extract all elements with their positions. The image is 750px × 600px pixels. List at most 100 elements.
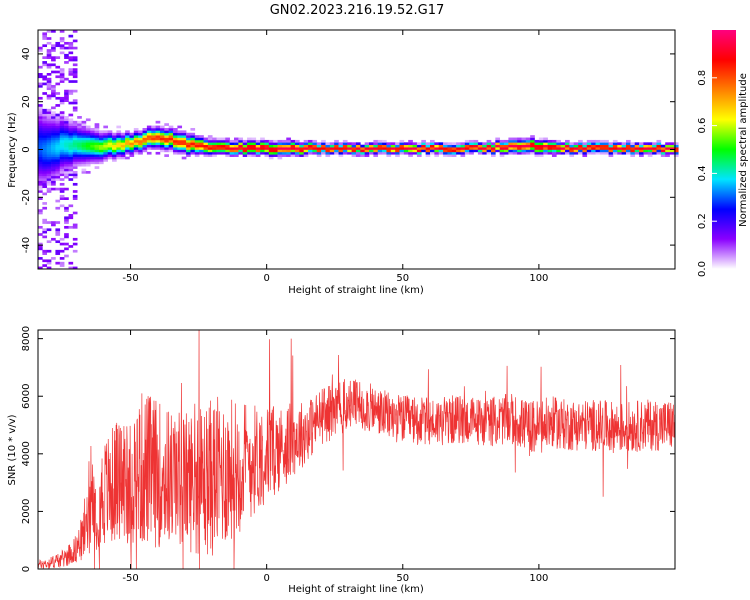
spectrogram-cell bbox=[125, 135, 130, 138]
spectrogram-cell bbox=[430, 139, 435, 143]
spectrogram-cell bbox=[382, 149, 387, 153]
spectrogram-cell bbox=[260, 149, 265, 153]
spectrogram-cell bbox=[260, 137, 265, 141]
spectrogram-cell bbox=[652, 144, 657, 148]
spectrogram-cell bbox=[534, 144, 540, 148]
spectrogram-cell bbox=[212, 147, 217, 150]
spectrogram-cell bbox=[68, 171, 74, 174]
spectrogram-cell bbox=[38, 178, 43, 181]
spectrogram-cell bbox=[42, 82, 48, 86]
spectrogram-cell bbox=[669, 147, 675, 150]
spectrogram-cell bbox=[55, 123, 61, 126]
spectrogram-cell bbox=[159, 142, 165, 146]
spectrogram-cell bbox=[229, 147, 235, 150]
spectrogram-cell bbox=[42, 127, 48, 131]
spectrogram-cell bbox=[129, 139, 135, 143]
spectrogram-cell bbox=[168, 125, 174, 129]
spectrogram-cell bbox=[173, 142, 178, 146]
spectrogram-cell bbox=[72, 56, 78, 59]
spectrogram-cell bbox=[94, 142, 100, 146]
x-tick-label: 50 bbox=[396, 273, 409, 284]
spectrogram-cell bbox=[38, 149, 43, 153]
spectrogram-cell bbox=[55, 144, 61, 148]
spectrogram-cell bbox=[55, 44, 61, 48]
spectrogram-cell bbox=[120, 135, 126, 138]
spectrogram-cell bbox=[547, 151, 553, 155]
spectrogram-cell bbox=[94, 130, 100, 134]
spectrogram-cell bbox=[260, 142, 265, 146]
spectrogram-cell bbox=[90, 149, 95, 153]
spectrogram-cell bbox=[125, 151, 130, 155]
spectrogram-cell bbox=[46, 73, 52, 76]
spectrogram-cell bbox=[203, 139, 209, 143]
spectrogram-cell bbox=[247, 149, 252, 153]
spectrogram-cell bbox=[482, 142, 487, 146]
spectrogram-cell bbox=[51, 149, 56, 153]
spectrogram-cell bbox=[72, 73, 78, 76]
spectrogram-cell bbox=[46, 161, 52, 165]
x-tick-label: 0 bbox=[263, 573, 269, 584]
spectrogram-cell bbox=[103, 151, 108, 155]
spectrogram-cell bbox=[138, 139, 143, 143]
spectrogram-cell bbox=[55, 228, 61, 232]
spectrogram-cell bbox=[59, 168, 65, 172]
spectrogram-cell bbox=[486, 149, 492, 153]
spectrogram-cell bbox=[38, 106, 43, 110]
spectrogram-cell bbox=[38, 144, 43, 148]
spectrogram-cell bbox=[38, 175, 43, 179]
spectrogram-cell bbox=[46, 178, 52, 181]
spectrogram-cell bbox=[103, 130, 108, 134]
spectrogram-cell bbox=[116, 151, 122, 155]
spectrogram-cell bbox=[151, 147, 156, 150]
spectrogram-cell bbox=[42, 32, 48, 36]
spectrogram-cell bbox=[551, 144, 557, 148]
spectrogram-cell bbox=[46, 221, 52, 224]
spectrogram-cell bbox=[364, 154, 370, 157]
spectrogram-cell bbox=[434, 154, 440, 157]
spectrogram-cell bbox=[55, 118, 61, 122]
spectrogram-cell bbox=[556, 142, 561, 146]
spectrogram-cell bbox=[72, 130, 78, 134]
spectrogram-cell bbox=[38, 82, 43, 86]
spectrogram-cell bbox=[77, 120, 82, 124]
spectrogram-cell bbox=[133, 130, 139, 134]
spectrogram-cell bbox=[46, 132, 52, 136]
spectrogram-cell bbox=[308, 142, 313, 146]
spectrogram-cell bbox=[77, 139, 82, 143]
spectrogram-cell bbox=[90, 159, 95, 162]
spectrogram-cell bbox=[72, 101, 78, 105]
spectrogram-cell bbox=[112, 159, 117, 162]
spectrogram-cell bbox=[421, 149, 426, 153]
spectrogram-cell bbox=[460, 149, 466, 153]
spectrogram-cell bbox=[64, 254, 69, 258]
spectrogram-cell bbox=[547, 149, 553, 153]
spectrogram-cell bbox=[55, 147, 61, 150]
spectrogram-cell bbox=[64, 139, 69, 143]
spectrogram-cell bbox=[530, 144, 535, 148]
spectrogram-cell bbox=[412, 147, 418, 150]
spectrogram-cell bbox=[599, 144, 605, 148]
spectrogram-cell bbox=[38, 84, 43, 88]
spectrogram-cell bbox=[55, 261, 61, 265]
spectrogram-cell bbox=[46, 127, 52, 131]
spectrogram-cell bbox=[260, 151, 265, 155]
spectrogram-cell bbox=[430, 151, 435, 155]
spectrogram-cell bbox=[59, 237, 65, 241]
spectrogram-cell bbox=[630, 154, 636, 157]
spectrogram-cell bbox=[46, 118, 52, 122]
spectrogram-cell bbox=[190, 137, 196, 141]
spectrogram-cell bbox=[408, 144, 413, 148]
spectrogram-cell bbox=[64, 235, 69, 239]
spectrogram-cell bbox=[68, 89, 74, 93]
spectrogram-cell bbox=[460, 147, 466, 150]
spectrogram-cell bbox=[120, 154, 126, 157]
spectrogram-cell bbox=[360, 147, 365, 150]
spectrogram-cell bbox=[51, 154, 56, 157]
spectrogram-cell bbox=[199, 135, 204, 138]
spectrogram-cell bbox=[51, 168, 56, 172]
spectrogram-cell bbox=[142, 127, 148, 131]
spectrogram-cell bbox=[551, 142, 557, 146]
spectrogram-cell bbox=[64, 166, 69, 169]
spectrogram-cell bbox=[146, 144, 152, 148]
